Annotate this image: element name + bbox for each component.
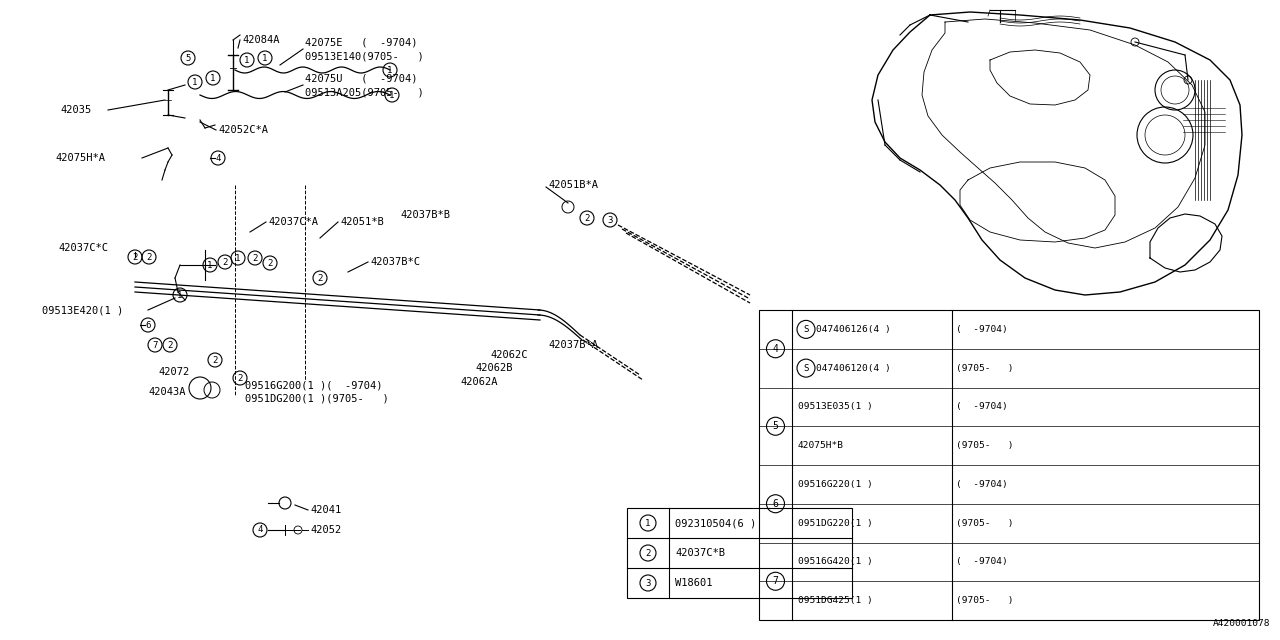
Text: 42051B*A: 42051B*A	[548, 180, 598, 190]
Text: 42052C*A: 42052C*A	[218, 125, 268, 135]
Text: 5: 5	[186, 54, 191, 63]
Text: 42062C: 42062C	[490, 350, 527, 360]
Text: S: S	[804, 325, 809, 334]
Text: 2: 2	[584, 214, 590, 223]
Text: A420001078: A420001078	[1212, 619, 1270, 628]
Text: 7: 7	[152, 340, 157, 349]
Text: 1: 1	[192, 77, 197, 86]
Bar	[759, 310, 1260, 620]
Text: 42062A: 42062A	[460, 377, 498, 387]
Text: W18601: W18601	[675, 578, 713, 588]
Text: 3: 3	[607, 216, 613, 225]
Text: 4: 4	[257, 525, 262, 534]
Text: 42043A: 42043A	[148, 387, 186, 397]
Text: 42037B*C: 42037B*C	[370, 257, 420, 267]
Text: 2: 2	[645, 548, 650, 557]
Text: 42037C*C: 42037C*C	[58, 243, 108, 253]
Text: 2: 2	[237, 374, 243, 383]
Text: 0951DG220(1 ): 0951DG220(1 )	[797, 518, 873, 527]
Text: 2: 2	[212, 355, 218, 365]
Text: 42075H*A: 42075H*A	[55, 153, 105, 163]
Text: (  -9704): ( -9704)	[956, 557, 1007, 566]
Text: 1: 1	[244, 56, 250, 65]
Text: 1: 1	[645, 518, 650, 527]
Text: 09513A205(9705-   ): 09513A205(9705- )	[305, 87, 424, 97]
Text: 5: 5	[773, 421, 778, 431]
Text: 09513E420(1 ): 09513E420(1 )	[42, 305, 123, 315]
Text: 6: 6	[773, 499, 778, 509]
Text: 09516G220(1 ): 09516G220(1 )	[797, 480, 873, 489]
Text: 2: 2	[168, 340, 173, 349]
Text: 1: 1	[236, 253, 241, 262]
Text: (  -9704): ( -9704)	[956, 403, 1007, 412]
Text: 42037C*A: 42037C*A	[268, 217, 317, 227]
Text: 42037B*B: 42037B*B	[401, 210, 451, 220]
Text: 09513E035(1 ): 09513E035(1 )	[797, 403, 873, 412]
Text: (  -9704): ( -9704)	[956, 480, 1007, 489]
Text: 42041: 42041	[310, 505, 342, 515]
Text: (9705-   ): (9705- )	[956, 596, 1014, 605]
Text: S: S	[804, 364, 809, 372]
Text: 0951DG425(1 ): 0951DG425(1 )	[797, 596, 873, 605]
Text: (9705-   ): (9705- )	[956, 518, 1014, 527]
Text: 42062B: 42062B	[475, 363, 512, 373]
Text: 047406120(4 ): 047406120(4 )	[817, 364, 891, 372]
Text: 2: 2	[223, 257, 228, 266]
Text: 0951DG200(1 )(9705-   ): 0951DG200(1 )(9705- )	[244, 393, 389, 403]
Text: 4: 4	[215, 154, 220, 163]
Text: 42084A: 42084A	[242, 35, 279, 45]
Text: 1: 1	[262, 54, 268, 63]
Text: 1: 1	[388, 65, 393, 74]
Text: (9705-   ): (9705- )	[956, 364, 1014, 372]
Text: 09516G200(1 )(  -9704): 09516G200(1 )( -9704)	[244, 380, 383, 390]
Text: 42075U   (  -9704): 42075U ( -9704)	[305, 73, 417, 83]
Text: 2: 2	[132, 253, 138, 262]
Text: 2: 2	[268, 259, 273, 268]
Text: 1: 1	[210, 74, 216, 83]
Text: 42035: 42035	[60, 105, 91, 115]
Text: 092310504(6 ): 092310504(6 )	[675, 518, 756, 528]
Bar	[627, 508, 852, 598]
Text: 3: 3	[645, 579, 650, 588]
Text: 2: 2	[252, 253, 257, 262]
Text: (9705-   ): (9705- )	[956, 441, 1014, 450]
Text: 42051*B: 42051*B	[340, 217, 384, 227]
Text: 2: 2	[146, 253, 152, 262]
Text: 047406126(4 ): 047406126(4 )	[817, 325, 891, 334]
Text: 42075H*B: 42075H*B	[797, 441, 844, 450]
Text: 1: 1	[389, 90, 394, 99]
Text: 1: 1	[178, 291, 183, 300]
Text: 42052: 42052	[310, 525, 342, 535]
Text: 1: 1	[207, 260, 212, 269]
Text: 42075E   (  -9704): 42075E ( -9704)	[305, 37, 417, 47]
Text: 7: 7	[773, 576, 778, 586]
Text: 09516G420(1 ): 09516G420(1 )	[797, 557, 873, 566]
Text: 42037B*A: 42037B*A	[548, 340, 598, 350]
Text: 42072: 42072	[157, 367, 189, 377]
Text: 6: 6	[146, 321, 151, 330]
Text: (  -9704): ( -9704)	[956, 325, 1007, 334]
Text: 42037C*B: 42037C*B	[675, 548, 724, 558]
Text: 2: 2	[317, 273, 323, 282]
Text: 4: 4	[773, 344, 778, 354]
Text: 09513E140(9705-   ): 09513E140(9705- )	[305, 51, 424, 61]
